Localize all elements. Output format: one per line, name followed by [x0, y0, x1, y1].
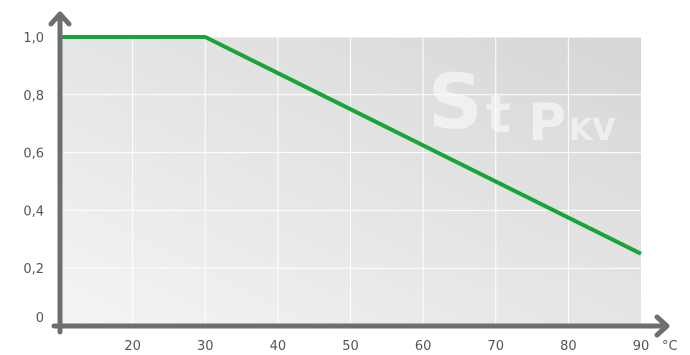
y-tick-label: 0,6: [23, 147, 44, 162]
x-axis-arrow: [654, 314, 670, 338]
grid-lines: [60, 36, 641, 326]
x-tick-label: 60: [415, 339, 432, 354]
watermark-sub: KV: [569, 113, 616, 148]
x-tick-label: 30: [197, 339, 214, 354]
watermark-letter-s: S: [428, 57, 483, 146]
y-tick-labels: 0 0,2 0,4 0,6 0,8 1,0: [23, 31, 44, 326]
watermark-letter-p: P: [528, 93, 566, 153]
y-tick-label: 1,0: [23, 31, 44, 46]
y-tick-label: 0,4: [23, 204, 44, 219]
x-tick-label: 90: [633, 339, 650, 354]
y-tick-label: 0,2: [23, 262, 44, 277]
axes: [48, 11, 670, 338]
watermark-logo: S t P KV: [428, 57, 616, 153]
series-line: [60, 35, 642, 256]
watermark-letter-t: t: [486, 85, 511, 145]
y-tick-label: 0: [36, 311, 44, 326]
x-tick-label: 20: [124, 339, 141, 354]
x-tick-label: 50: [342, 339, 359, 354]
series-layer: [60, 35, 642, 256]
y-tick-label: 0,8: [23, 89, 44, 104]
x-tick-labels: 20 30 40 50 60 70 80 90: [124, 339, 649, 354]
x-axis-unit: °C: [662, 339, 678, 354]
x-tick-label: 40: [270, 339, 287, 354]
y-axis-arrow: [48, 11, 72, 27]
x-tick-label: 70: [487, 339, 504, 354]
x-tick-label: 80: [560, 339, 577, 354]
